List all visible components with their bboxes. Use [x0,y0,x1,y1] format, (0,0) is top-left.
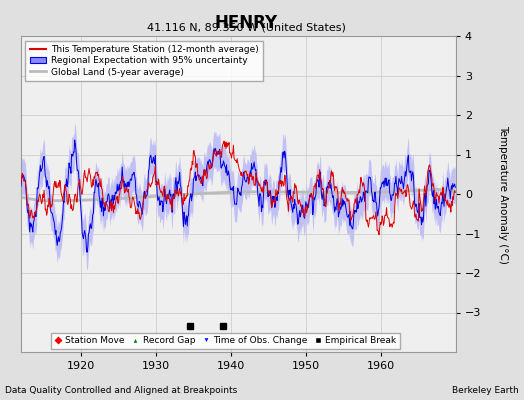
Y-axis label: Temperature Anomaly (°C): Temperature Anomaly (°C) [498,124,508,264]
Text: 41.116 N, 89.350 W (United States): 41.116 N, 89.350 W (United States) [147,22,346,32]
Text: Berkeley Earth: Berkeley Earth [452,386,519,395]
Text: HENRY: HENRY [215,14,278,32]
Text: Data Quality Controlled and Aligned at Breakpoints: Data Quality Controlled and Aligned at B… [5,386,237,395]
Legend: Station Move, Record Gap, Time of Obs. Change, Empirical Break: Station Move, Record Gap, Time of Obs. C… [50,333,400,349]
